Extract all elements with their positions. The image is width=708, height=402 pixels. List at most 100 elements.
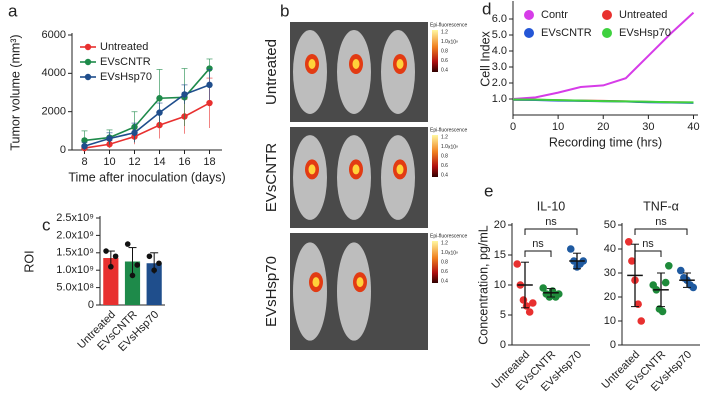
signal-core (356, 277, 364, 288)
colorbar (432, 241, 438, 283)
y-axis-label: Tumor volume (mm³) (8, 34, 22, 150)
series-line (84, 84, 210, 147)
data-point (529, 299, 537, 307)
significance-bracket (524, 228, 578, 235)
colorbar-tick-label: 0.4 (441, 172, 448, 178)
row-label: EVsCNTR (263, 143, 280, 212)
x-tick-label: 16 (178, 156, 190, 168)
bar (103, 258, 119, 305)
x-tick-label: 18 (203, 156, 215, 168)
x-tick-label: 14 (153, 156, 165, 168)
y-tick-label: 6.0 (492, 13, 507, 25)
colorbar-tick-label: 0.4 (441, 278, 448, 284)
data-point (134, 262, 141, 268)
panel-label: b (280, 1, 289, 20)
data-point (637, 317, 646, 325)
legend-marker (524, 28, 534, 38)
significance-bracket (634, 228, 688, 235)
data-point (129, 272, 136, 279)
data-point (513, 260, 521, 268)
signal-core (312, 277, 320, 288)
significance-label: ns (545, 216, 557, 228)
y-tick-label: 5 (500, 309, 506, 321)
panel-label: a (8, 1, 18, 20)
colorbar-tick-label: 0.8 (441, 48, 448, 54)
y-tick-label: 5.0 (492, 29, 507, 41)
legend-label: EVsCNTR (541, 27, 592, 39)
y-tick-label: 30 (604, 267, 616, 279)
legend-label: EVsHsp70 (100, 71, 152, 83)
colorbar-unit: x10⁸ (448, 39, 458, 45)
y-tick-label: 0 (88, 299, 94, 311)
legend-label: EVsHsp70 (619, 27, 671, 39)
colorbar-tick-label: 1.0 (441, 39, 448, 45)
y-tick-label: 0 (610, 339, 616, 351)
legend-label: Contr (541, 9, 568, 21)
colorbar-tick-label: 0.8 (441, 153, 448, 159)
colorbar-title: Epi-fluorescence (430, 233, 467, 239)
colorbar-tick-label: 0.8 (441, 259, 448, 265)
x-tick-label: 12 (128, 156, 140, 168)
data-point (539, 284, 547, 292)
colorbar-title: Epi-fluorescence (430, 22, 467, 28)
data-point (566, 245, 575, 253)
y-tick-label: 4.0 (492, 45, 507, 57)
legend-label: Untreated (619, 9, 667, 21)
colorbar-tick-label: 1.0 (441, 250, 448, 256)
marker (206, 99, 213, 107)
legend-label: EVsCNTR (100, 56, 151, 68)
colorbar (432, 135, 438, 177)
mouse (337, 242, 371, 341)
significance-bracket (524, 250, 552, 257)
signal-core (308, 59, 316, 69)
data-point (628, 257, 636, 265)
y-tick-label: 1.5x10⁹ (56, 247, 94, 259)
y-tick-label: 1.0x10⁹ (56, 264, 94, 276)
data-point (112, 253, 119, 260)
y-axis-label: Cell Index (478, 30, 492, 86)
marker (106, 135, 113, 142)
colorbar-title: Epi-fluorescence (430, 127, 467, 133)
y-axis-label: ROI (22, 250, 36, 272)
x-tick-label: 8 (81, 156, 87, 168)
x-tick-label: 20 (597, 121, 609, 133)
x-tick-label: 0 (510, 121, 516, 133)
mouse (293, 242, 327, 341)
series-line (512, 98, 694, 104)
x-tick-label: 30 (642, 121, 654, 133)
data-point (624, 238, 633, 246)
data-point (689, 283, 698, 292)
legend-marker (602, 28, 612, 38)
y-tick-label: 15 (494, 249, 506, 261)
x-axis-label: Recording time (hrs) (549, 135, 662, 149)
bar (146, 263, 162, 305)
signal-core (352, 59, 360, 69)
signal-core (396, 59, 404, 69)
x-tick-label: 10 (103, 156, 115, 168)
data-point (156, 260, 162, 267)
colorbar-tick-label: 0.6 (441, 269, 448, 275)
x-tick-label: 10 (552, 121, 564, 133)
legend-marker (84, 43, 92, 51)
significance-bracket (634, 250, 662, 257)
y-tick-label: 0 (500, 339, 506, 351)
colorbar-unit: x10⁸ (448, 250, 458, 256)
x-tick-label: 40 (687, 121, 699, 133)
y-tick-label: 2.0x10⁹ (56, 229, 94, 241)
x-axis-label: Time after inoculation (days) (68, 170, 225, 184)
data-point (146, 253, 153, 260)
marker (131, 129, 138, 136)
chart-title: IL-10 (537, 199, 566, 213)
y-tick-label: 2.0 (492, 77, 507, 89)
y-tick-label: 20 (604, 291, 616, 303)
y-tick-label: 10 (494, 279, 506, 291)
y-tick-label: 6000 (42, 29, 66, 41)
y-tick-label: 50 (604, 219, 616, 231)
bar (124, 261, 141, 305)
legend-marker (84, 73, 92, 81)
significance-label: ns (532, 238, 544, 250)
row-label: EVsHsp70 (263, 256, 280, 327)
legend-label: Untreated (100, 41, 148, 53)
colorbar-tick-label: 1.0 (441, 144, 448, 150)
